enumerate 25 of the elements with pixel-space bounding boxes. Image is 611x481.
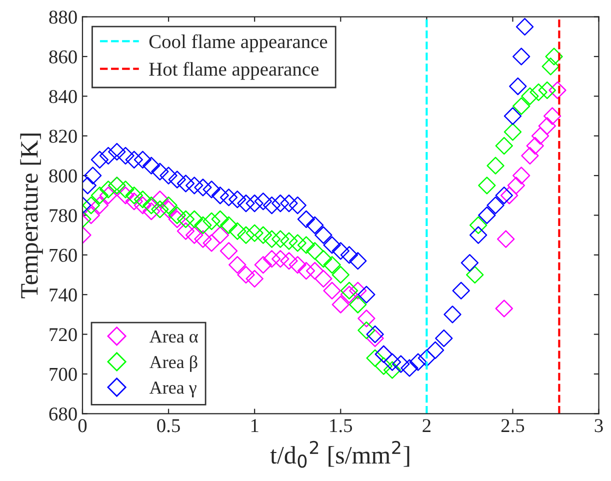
y-tick-label: 880: [49, 10, 77, 24]
legend-label: Hot flame appearance: [149, 62, 318, 80]
x-tick-label: 1.5: [330, 419, 352, 432]
y-tick-label: 820: [49, 130, 77, 143]
y-tick-label: 760: [50, 248, 77, 262]
x-axis-title: t/d$_{0}$$^{2}$ [s/mm$^{2}$]: [270, 440, 410, 468]
y-axis-title: Temperature [K]: [20, 134, 43, 298]
legend-label: Area α: [149, 330, 198, 343]
y-tick-label: 780: [50, 209, 77, 222]
legend-label: Cool flame appearance: [149, 34, 328, 52]
y-tick-label: 800: [49, 169, 77, 183]
y-tick-label: 680: [49, 407, 77, 421]
legend-label: Area β: [149, 355, 198, 372]
x-tick-label: 3: [594, 419, 603, 432]
y-tick-label: 740: [50, 288, 77, 302]
x-tick-label: 0.5: [157, 419, 180, 432]
x-tick-label: 2: [422, 419, 430, 432]
y-tick-label: 700: [50, 368, 77, 381]
y-tick-label: 720: [50, 328, 77, 342]
y-tick-label: 840: [49, 90, 77, 104]
y-tick-label: 860: [49, 50, 77, 64]
x-tick-label: 0: [78, 419, 87, 432]
x-tick-label: 2.5: [501, 419, 524, 432]
legend-label: Area γ: [149, 382, 196, 398]
x-tick-label: 1: [251, 419, 258, 432]
